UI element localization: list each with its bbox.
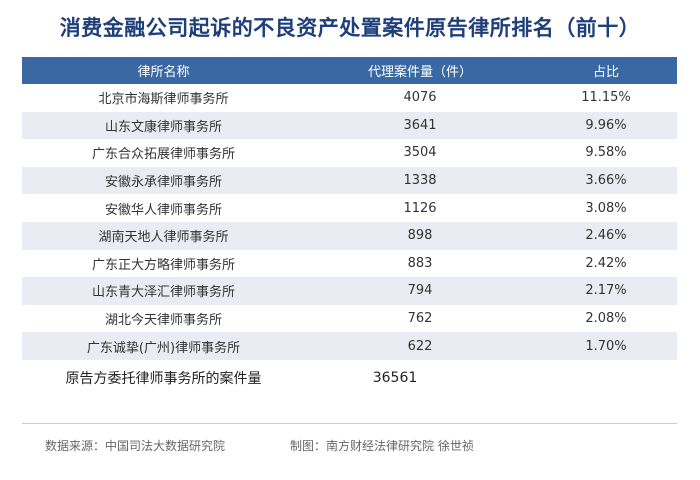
table-header-row: 律所名称 代理案件量（件） 占比 bbox=[22, 57, 677, 84]
cell-case-count: 1338 bbox=[403, 173, 437, 189]
table-row: 山东文康律师事务所 3641 9.96% bbox=[22, 111, 677, 140]
column-header-name: 律所名称 bbox=[137, 65, 190, 80]
cell-case-count: 762 bbox=[407, 311, 433, 327]
table-row: 广东诚挚(广州)律师事务所 622 1.70% bbox=[22, 332, 677, 360]
cell-firm-name: 广东诚挚(广州)律师事务所 bbox=[86, 340, 241, 356]
cell-case-count: 898 bbox=[407, 228, 433, 244]
cell-firm-name: 安徽华人律师事务所 bbox=[104, 202, 222, 218]
cell-firm-name: 山东青大泽汇律师事务所 bbox=[91, 285, 235, 301]
cell-share: 2.17% bbox=[585, 283, 627, 299]
column-header-share: 占比 bbox=[592, 65, 619, 80]
cell-case-count: 4076 bbox=[403, 90, 437, 106]
ranking-table: 律所名称 代理案件量（件） 占比 北京市海斯律师事务所 4076 11.15% 山东文… bbox=[22, 57, 677, 360]
footer-divider bbox=[22, 423, 677, 424]
cell-share: 2.46% bbox=[585, 228, 627, 244]
cell-case-count: 622 bbox=[407, 338, 433, 354]
table-body: 北京市海斯律师事务所 4076 11.15% 山东文康律师事务所 3641 9.96% 广东… bbox=[22, 84, 677, 360]
source-note: 数据来源：中国司法大数据研究院 bbox=[45, 439, 226, 453]
table-row: 湖北今天律师事务所 762 2.08% bbox=[22, 305, 677, 333]
table-row: 山东青大泽汇律师事务所 794 2.17% bbox=[22, 277, 677, 305]
cell-share: 3.66% bbox=[585, 173, 627, 189]
cell-case-count: 3641 bbox=[403, 117, 437, 133]
table-row: 安徽永承律师事务所 1338 3.66% bbox=[22, 166, 677, 195]
cell-firm-name: 北京市海斯律师事务所 bbox=[98, 92, 229, 108]
table-row: 北京市海斯律师事务所 4076 11.15% bbox=[22, 84, 677, 112]
cell-share: 2.08% bbox=[585, 311, 627, 327]
chart-title: 消费金融公司起诉的不良资产处置案件原告律所排名（前十） bbox=[59, 16, 641, 40]
cell-share: 9.58% bbox=[585, 145, 627, 161]
total-row: 原告方委托律师事务所的案件量 36561 bbox=[22, 364, 677, 392]
column-header-count: 代理案件量（件） bbox=[367, 65, 472, 80]
total-label: 原告方委托律师事务所的案件量 bbox=[65, 371, 262, 387]
cell-firm-name: 广东正大方略律师事务所 bbox=[91, 257, 235, 273]
table-row: 广东合众拓展律师事务所 3504 9.58% bbox=[22, 139, 677, 167]
cell-firm-name: 广东合众拓展律师事务所 bbox=[91, 147, 235, 163]
cell-share: 9.96% bbox=[585, 117, 627, 133]
table-row: 广东正大方略律师事务所 883 2.42% bbox=[22, 250, 677, 278]
cell-case-count: 883 bbox=[407, 255, 433, 271]
cell-share: 11.15% bbox=[581, 90, 631, 106]
cell-firm-name: 山东文康律师事务所 bbox=[104, 119, 222, 135]
cell-firm-name: 湖北今天律师事务所 bbox=[104, 313, 222, 329]
cell-share: 1.70% bbox=[585, 338, 627, 354]
table-row: 安徽华人律师事务所 1126 3.08% bbox=[22, 194, 677, 222]
cell-share: 3.08% bbox=[585, 200, 627, 216]
cell-share: 2.42% bbox=[585, 255, 627, 271]
credit-note: 制图：南方财经法律研究院 徐世祯 bbox=[290, 439, 474, 453]
cell-case-count: 3504 bbox=[403, 145, 437, 161]
table-row: 湖南天地人律师事务所 898 2.46% bbox=[22, 221, 677, 250]
cell-firm-name: 安徽永承律师事务所 bbox=[104, 175, 222, 191]
cell-firm-name: 湖南天地人律师事务所 bbox=[98, 230, 229, 246]
cell-case-count: 794 bbox=[407, 283, 433, 299]
total-value: 36561 bbox=[372, 370, 418, 386]
cell-case-count: 1126 bbox=[403, 200, 437, 216]
